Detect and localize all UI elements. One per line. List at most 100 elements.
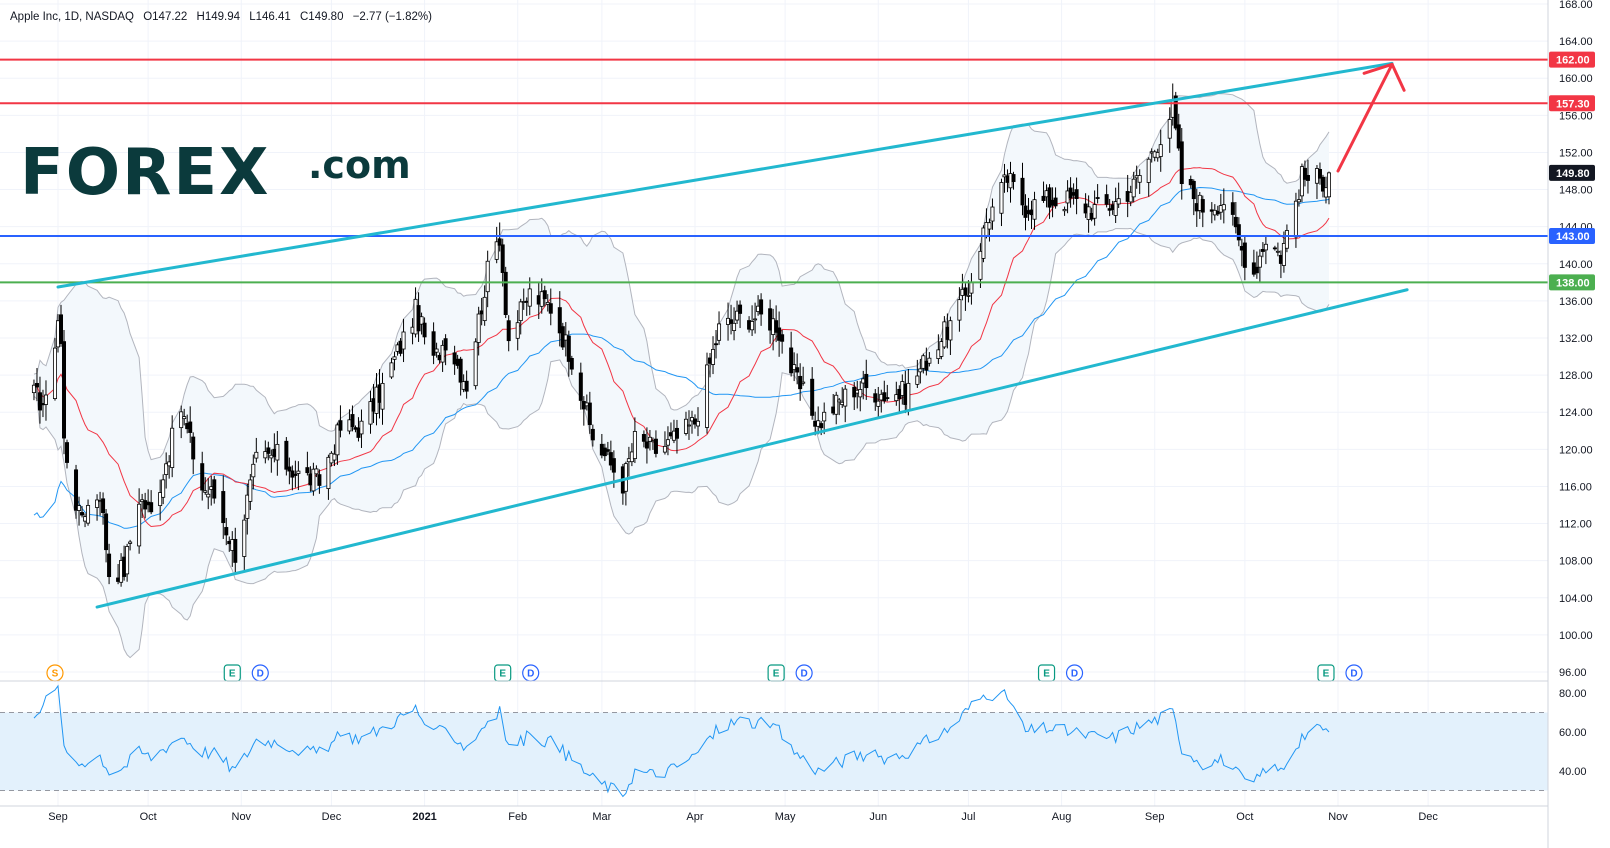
candle[interactable] <box>107 543 112 585</box>
candle[interactable] <box>248 473 253 510</box>
candle[interactable] <box>440 340 445 372</box>
candle[interactable] <box>792 352 797 382</box>
candle[interactable] <box>569 355 574 375</box>
dividend-event-marker[interactable]: D <box>522 664 540 682</box>
candle[interactable] <box>485 250 490 308</box>
candle[interactable] <box>200 451 205 501</box>
candle[interactable] <box>263 440 268 464</box>
candle[interactable] <box>801 366 806 386</box>
candle[interactable] <box>1074 177 1079 215</box>
candle[interactable] <box>1092 190 1097 226</box>
candle[interactable] <box>542 285 547 307</box>
candle[interactable] <box>753 302 758 334</box>
candle[interactable] <box>1104 184 1109 208</box>
candle[interactable] <box>1275 242 1280 257</box>
candle[interactable] <box>1146 157 1151 197</box>
candle[interactable] <box>1326 171 1331 205</box>
candle[interactable] <box>1281 231 1286 273</box>
candle[interactable] <box>326 454 331 500</box>
candle[interactable] <box>206 478 211 510</box>
candle[interactable] <box>873 388 878 411</box>
candle[interactable] <box>548 288 553 326</box>
candle[interactable] <box>822 402 827 435</box>
candle[interactable] <box>242 514 247 571</box>
candle[interactable] <box>80 506 85 518</box>
candle[interactable] <box>212 475 217 504</box>
candle[interactable] <box>1200 195 1205 228</box>
candle[interactable] <box>1263 235 1268 265</box>
channel-lower-line[interactable] <box>95 288 1409 609</box>
candle[interactable] <box>527 277 532 316</box>
candle[interactable] <box>750 305 755 336</box>
candle[interactable] <box>795 353 800 385</box>
candle[interactable] <box>1305 159 1310 194</box>
candle[interactable] <box>735 300 740 324</box>
candle[interactable] <box>266 441 271 461</box>
candle[interactable] <box>338 405 343 438</box>
candle[interactable] <box>224 517 229 546</box>
candle[interactable] <box>641 430 646 448</box>
candle[interactable] <box>137 488 142 554</box>
candle[interactable] <box>434 342 439 358</box>
candle[interactable] <box>419 312 424 335</box>
candle[interactable] <box>858 381 863 412</box>
candle[interactable] <box>59 304 64 347</box>
arrow-head[interactable] <box>1362 62 1406 92</box>
candle[interactable] <box>1113 187 1118 223</box>
arrow-shaft[interactable] <box>1336 62 1394 173</box>
dividend-event-marker[interactable]: D <box>1065 664 1084 682</box>
candle[interactable] <box>566 330 571 377</box>
candle[interactable] <box>590 424 595 447</box>
candle[interactable] <box>392 351 397 371</box>
candle[interactable] <box>296 461 301 491</box>
candle[interactable] <box>350 405 355 432</box>
candle[interactable] <box>191 432 196 475</box>
candle[interactable] <box>990 198 995 230</box>
dividend-event-marker[interactable]: D <box>795 664 813 682</box>
candle[interactable] <box>1233 202 1238 234</box>
candle[interactable] <box>104 509 109 563</box>
candle[interactable] <box>1053 187 1058 209</box>
candle[interactable] <box>287 457 292 485</box>
candle[interactable] <box>1320 174 1325 198</box>
candle[interactable] <box>284 437 289 476</box>
candle[interactable] <box>1215 205 1220 216</box>
candle[interactable] <box>843 384 848 423</box>
candle[interactable] <box>602 443 607 461</box>
candle[interactable] <box>37 376 42 424</box>
candle[interactable] <box>464 370 469 399</box>
candle[interactable] <box>335 422 340 465</box>
candle[interactable] <box>254 437 259 463</box>
candle[interactable] <box>1236 217 1241 247</box>
candle[interactable] <box>431 322 436 365</box>
channel-upper-line[interactable] <box>56 61 1394 289</box>
horizontal-levels[interactable] <box>0 58 1548 284</box>
candle[interactable] <box>918 358 923 384</box>
candle[interactable] <box>422 317 427 345</box>
candle[interactable] <box>389 357 394 379</box>
candle[interactable] <box>74 464 79 519</box>
candle[interactable] <box>1317 162 1322 185</box>
candle[interactable] <box>233 527 238 574</box>
candle[interactable] <box>674 419 679 454</box>
candle[interactable] <box>1179 128 1184 200</box>
candle[interactable] <box>359 409 364 448</box>
dividend-event-marker[interactable]: D <box>1345 664 1363 682</box>
candle[interactable] <box>482 285 487 326</box>
candle[interactable] <box>245 483 250 535</box>
candle[interactable] <box>95 494 100 521</box>
candle[interactable] <box>1176 113 1181 151</box>
candle[interactable] <box>711 336 716 375</box>
candle[interactable] <box>275 430 280 476</box>
candle[interactable] <box>644 427 649 464</box>
candle[interactable] <box>380 372 385 425</box>
candle[interactable] <box>506 315 511 352</box>
candle[interactable] <box>1230 192 1235 226</box>
candle[interactable] <box>128 539 133 551</box>
candle[interactable] <box>780 329 785 354</box>
candle[interactable] <box>221 475 226 539</box>
earnings-event-marker[interactable]: E <box>494 664 512 682</box>
candle[interactable] <box>1302 160 1307 187</box>
candle[interactable] <box>149 490 154 515</box>
